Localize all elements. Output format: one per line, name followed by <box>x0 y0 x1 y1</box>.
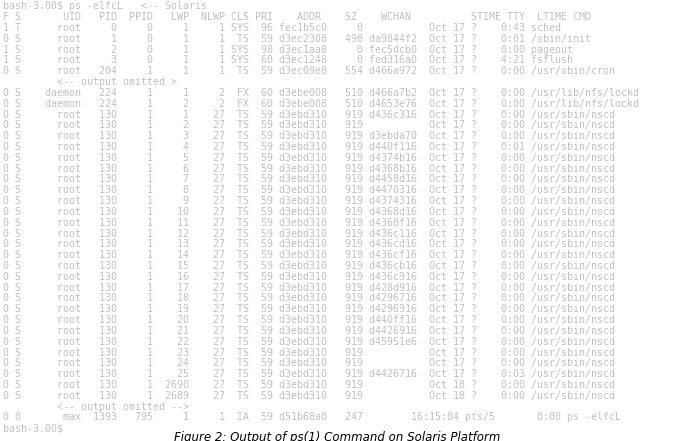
Text: 1 T      root     0     0     1     1 SYS  96 fec1b5c0     0           Oct 17 ? : 1 T root 0 0 1 1 SYS 96 fec1b5c0 0 Oct 1… <box>3 23 562 33</box>
Text: 0 S      root   130     1     5    27  TS  59 d3ebd310   919 d4374b16  Oct 17 ? : 0 S root 130 1 5 27 TS 59 d3ebd310 919 d… <box>3 153 616 163</box>
Text: 0 S      root   130     1    23    27  TS  59 d3ebd310   919           Oct 17 ? : 0 S root 130 1 23 27 TS 59 d3ebd310 919 … <box>3 348 616 358</box>
Text: 1 S      root     3     0     1     1 SYS  60 d3ec1248     0 fed316a0  Oct 17 ? : 1 S root 3 0 1 1 SYS 60 d3ec1248 0 fed31… <box>3 56 573 65</box>
Text: 0 S    daemon   224     1     1     2  FX  60 d3ebe008   510 d466a7b2  Oct 17 ? : 0 S daemon 224 1 1 2 FX 60 d3ebe008 510 … <box>3 88 639 98</box>
Text: 0 S      root   130     1     3    27  TS  59 d3ebd310   919 d3ebda70  Oct 17 ? : 0 S root 130 1 3 27 TS 59 d3ebd310 919 d… <box>3 131 616 141</box>
Text: 0 S      root   130     1    17    27  TS  59 d3ebd310   919 d428d916  Oct 17 ? : 0 S root 130 1 17 27 TS 59 d3ebd310 919 … <box>3 283 616 293</box>
Text: F S       UID   PID  PPID   LWP  NLWP CLS PRI    ADDR    SZ    WCHAN          ST: F S UID PID PPID LWP NLWP CLS PRI ADDR S… <box>3 12 591 22</box>
Text: 0 0       max  1393   795     1     1  IA  59 d51b68a0   247        16:15:04 pts: 0 0 max 1393 795 1 1 IA 59 d51b68a0 247 … <box>3 412 622 422</box>
Text: 0 S    daemon   224     1     2     2  FX  60 d3ebe008   510 d4653e76  Oct 17 ? : 0 S daemon 224 1 2 2 FX 60 d3ebe008 510 … <box>3 99 639 108</box>
Text: 0 S      root   130     1    20    27  TS  59 d3ebd310   919 d440ff16  Oct 17 ? : 0 S root 130 1 20 27 TS 59 d3ebd310 919 … <box>3 315 616 325</box>
Text: 0 S      root   130     1    19    27  TS  59 d3ebd310   919 d4296916  Oct 17 ? : 0 S root 130 1 19 27 TS 59 d3ebd310 919 … <box>3 304 616 314</box>
Text: Figure 2: Output of ps(1) Command on Solaris Platform: Figure 2: Output of ps(1) Command on Sol… <box>174 431 501 441</box>
Text: 0 S      root   130     1     1    27  TS  59 d3ebd310   919 d436c316  Oct 17 ? : 0 S root 130 1 1 27 TS 59 d3ebd310 919 d… <box>3 109 616 120</box>
Text: 0 S      root   130     1    25    27  TS  59 d3ebd310   919 d4426716  Oct 17 ? : 0 S root 130 1 25 27 TS 59 d3ebd310 919 … <box>3 369 616 379</box>
Text: 0 S      root   130     1    21    27  TS  59 d3ebd310   919 d4426916  Oct 17 ? : 0 S root 130 1 21 27 TS 59 d3ebd310 919 … <box>3 326 616 336</box>
Text: 0 S      root   130     1     2    27  TS  59 d3ebd310   919           Oct 17 ? : 0 S root 130 1 2 27 TS 59 d3ebd310 919 O… <box>3 120 616 131</box>
Text: 0 S      root   130     1    12    27  TS  59 d3ebd310   919 d436c116  Oct 17 ? : 0 S root 130 1 12 27 TS 59 d3ebd310 919 … <box>3 228 616 239</box>
Text: 0 S      root   130     1    24    27  TS  59 d3ebd310   919           Oct 17 ? : 0 S root 130 1 24 27 TS 59 d3ebd310 919 … <box>3 359 616 368</box>
Text: 0 S      root   130     1    13    27  TS  59 d3ebd310   919 d436cd16  Oct 17 ? : 0 S root 130 1 13 27 TS 59 d3ebd310 919 … <box>3 239 616 249</box>
Text: 0 S      root   130     1    18    27  TS  59 d3ebd310   919 d4296716  Oct 17 ? : 0 S root 130 1 18 27 TS 59 d3ebd310 919 … <box>3 293 616 303</box>
Text: 1 S      root     2     0     1     1 SYS  98 d3ec1aa8     0 fec5dcb0  Oct 17 ? : 1 S root 2 0 1 1 SYS 98 d3ec1aa8 0 fec5d… <box>3 45 573 55</box>
Text: 0 S      root   130     1     7    27  TS  59 d3ebd310   919 d4458d16  Oct 17 ? : 0 S root 130 1 7 27 TS 59 d3ebd310 919 d… <box>3 175 616 184</box>
Text: 0 S      root   130     1  2690    27  TS  59 d3ebd310   919           Oct 18 ? : 0 S root 130 1 2690 27 TS 59 d3ebd310 91… <box>3 380 616 390</box>
Text: 0 S      root   130     1  2689    27  TS  59 d3ebd310   919           Oct 18 ? : 0 S root 130 1 2689 27 TS 59 d3ebd310 91… <box>3 391 616 401</box>
Text: <-- output omitted -->: <-- output omitted --> <box>3 402 190 411</box>
Text: bash-3.00$ ps -elfcL   <-- Solaris: bash-3.00$ ps -elfcL <-- Solaris <box>3 1 207 11</box>
Text: 0 S      root   204     1     1     1  TS  59 d3ec09e8   554 d466a972  Oct 17 ? : 0 S root 204 1 1 1 TS 59 d3ec09e8 554 d4… <box>3 66 616 76</box>
Text: 0 S      root   130     1    10    27  TS  59 d3ebd310   919 d4368d16  Oct 17 ? : 0 S root 130 1 10 27 TS 59 d3ebd310 919 … <box>3 207 616 217</box>
Text: 0 S      root   130     1     4    27  TS  59 d3ebd310   919 d440f116  Oct 17 ? : 0 S root 130 1 4 27 TS 59 d3ebd310 919 d… <box>3 142 616 152</box>
Text: 0 S      root   130     1     9    27  TS  59 d3ebd310   919 d4374316  Oct 17 ? : 0 S root 130 1 9 27 TS 59 d3ebd310 919 d… <box>3 196 616 206</box>
Text: 0 S      root   130     1    16    27  TS  59 d3ebd310   919 d436c916  Oct 17 ? : 0 S root 130 1 16 27 TS 59 d3ebd310 919 … <box>3 272 616 282</box>
Text: 0 S      root   130     1    11    27  TS  59 d3ebd310   919 d4368f16  Oct 17 ? : 0 S root 130 1 11 27 TS 59 d3ebd310 919 … <box>3 218 616 228</box>
Text: 0 S      root   130     1    22    27  TS  59 d3ebd310   919 d45951e6  Oct 17 ? : 0 S root 130 1 22 27 TS 59 d3ebd310 919 … <box>3 337 616 347</box>
Text: 0 S      root   130     1     6    27  TS  59 d3ebd310   919 d4368b16  Oct 17 ? : 0 S root 130 1 6 27 TS 59 d3ebd310 919 d… <box>3 164 616 174</box>
Text: bash-3.00$: bash-3.00$ <box>3 423 63 434</box>
Text: <-- output omitted >: <-- output omitted > <box>3 77 178 87</box>
Text: 0 S      root   130     1    14    27  TS  59 d3ebd310   919 d436cf16  Oct 17 ? : 0 S root 130 1 14 27 TS 59 d3ebd310 919 … <box>3 250 616 260</box>
Text: 0 S      root     1     0     1     1  TS  59 d3ec2308   498 da9844f2  Oct 17 ? : 0 S root 1 0 1 1 TS 59 d3ec2308 498 da98… <box>3 34 591 44</box>
Text: 0 S      root   130     1    15    27  TS  59 d3ebd310   919 d436cb16  Oct 17 ? : 0 S root 130 1 15 27 TS 59 d3ebd310 919 … <box>3 261 616 271</box>
Text: 0 S      root   130     1     8    27  TS  59 d3ebd310   919 d4470316  Oct 17 ? : 0 S root 130 1 8 27 TS 59 d3ebd310 919 d… <box>3 185 616 195</box>
